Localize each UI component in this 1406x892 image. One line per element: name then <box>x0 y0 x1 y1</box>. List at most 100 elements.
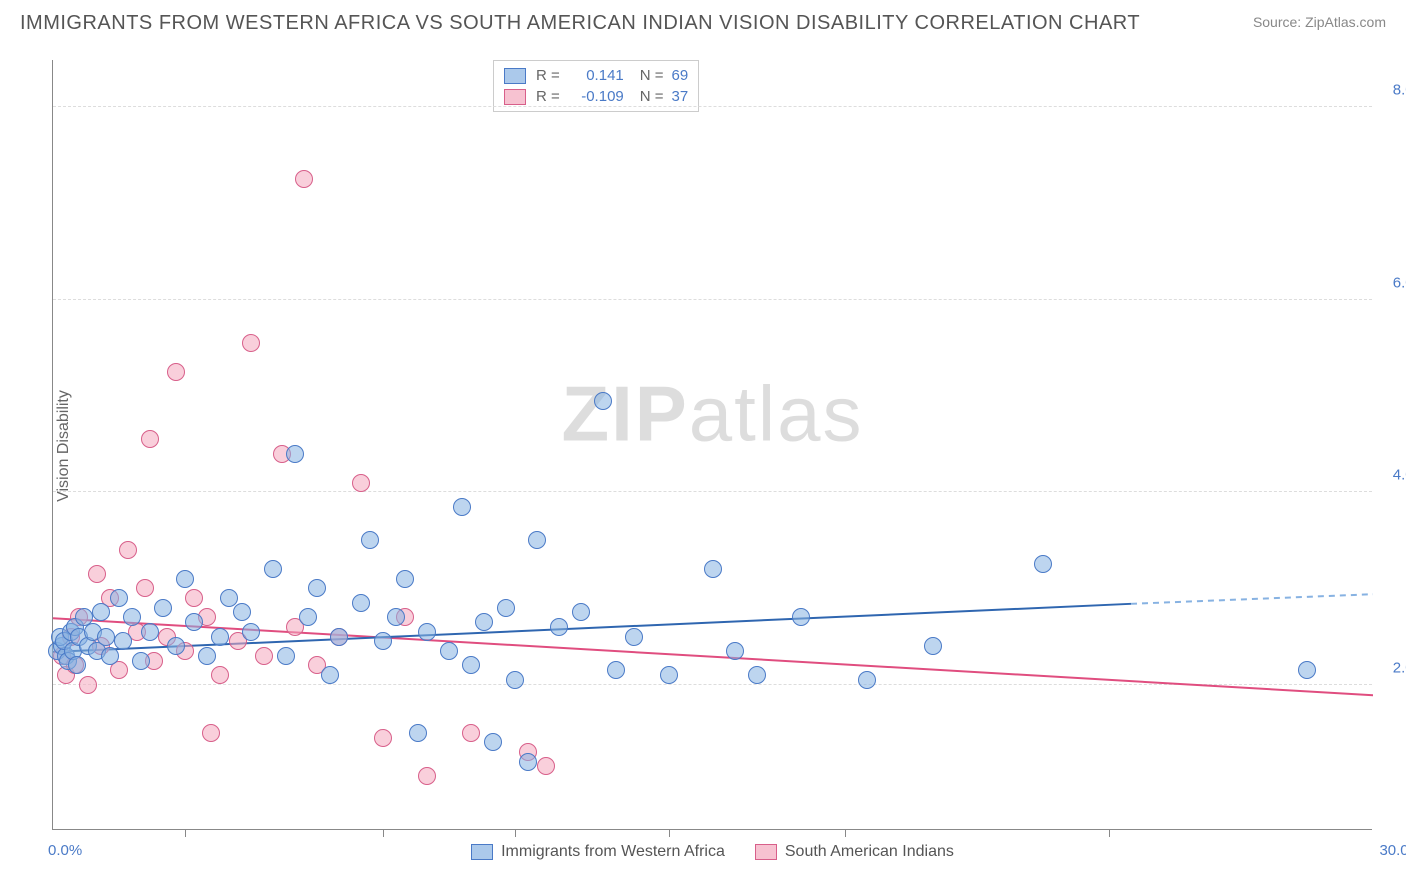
data-point <box>528 531 546 549</box>
data-point <box>277 647 295 665</box>
data-point <box>123 608 141 626</box>
gridline <box>53 299 1372 300</box>
data-point <box>462 724 480 742</box>
legend-item-b: South American Indians <box>755 843 954 861</box>
source-prefix: Source: <box>1253 14 1305 30</box>
data-point <box>132 652 150 670</box>
data-point <box>858 671 876 689</box>
data-point <box>141 623 159 641</box>
data-point <box>119 541 137 559</box>
bottom-legend: Immigrants from Western Africa South Ame… <box>53 843 1372 861</box>
data-point <box>185 589 203 607</box>
data-point <box>462 656 480 674</box>
data-point <box>374 632 392 650</box>
y-tick-label: 6.0% <box>1393 274 1406 291</box>
data-point <box>185 613 203 631</box>
data-point <box>286 445 304 463</box>
data-point <box>409 724 427 742</box>
n-label: N = <box>640 67 664 84</box>
data-point <box>497 599 515 617</box>
legend-row-series-b: R = -0.109 N = 37 <box>494 86 698 107</box>
swatch-series-a <box>504 68 526 84</box>
correlation-legend: R = 0.141 N = 69 R = -0.109 N = 37 <box>493 60 699 112</box>
data-point <box>572 603 590 621</box>
r-label: R = <box>536 67 560 84</box>
x-max-label: 30.0% <box>1379 842 1406 859</box>
swatch-a-bottom <box>471 844 493 860</box>
data-point <box>211 628 229 646</box>
data-point <box>92 603 110 621</box>
data-point <box>264 560 282 578</box>
y-tick-label: 2.0% <box>1393 659 1406 676</box>
data-point <box>484 733 502 751</box>
data-point <box>387 608 405 626</box>
data-point <box>537 757 555 775</box>
data-point <box>440 642 458 660</box>
data-point <box>202 724 220 742</box>
chart-frame: IMMIGRANTS FROM WESTERN AFRICA VS SOUTH … <box>0 0 1406 892</box>
data-point <box>1034 555 1052 573</box>
r-value-b: -0.109 <box>564 88 624 105</box>
data-point <box>792 608 810 626</box>
data-point <box>1298 661 1316 679</box>
data-point <box>299 608 317 626</box>
r-value-a: 0.141 <box>564 67 624 84</box>
x-tick <box>669 829 670 837</box>
data-point <box>607 661 625 679</box>
data-point <box>308 579 326 597</box>
data-point <box>374 729 392 747</box>
data-point <box>167 637 185 655</box>
x-tick <box>383 829 384 837</box>
data-point <box>167 363 185 381</box>
watermark: ZIPatlas <box>561 368 863 459</box>
data-point <box>242 334 260 352</box>
swatch-series-b <box>504 89 526 105</box>
plot-area: ZIPatlas R = 0.141 N = 69 R = -0.109 N =… <box>52 60 1372 830</box>
data-point <box>352 474 370 492</box>
data-point <box>506 671 524 689</box>
gridline <box>53 106 1372 107</box>
data-point <box>726 642 744 660</box>
data-point <box>418 623 436 641</box>
data-point <box>101 647 119 665</box>
data-point <box>550 618 568 636</box>
data-point <box>625 628 643 646</box>
data-point <box>110 589 128 607</box>
series-a-label: Immigrants from Western Africa <box>501 843 725 861</box>
gridline <box>53 684 1372 685</box>
source-name: ZipAtlas.com <box>1305 14 1386 30</box>
x-tick <box>845 829 846 837</box>
y-tick-label: 8.0% <box>1393 82 1406 99</box>
y-tick-label: 4.0% <box>1393 467 1406 484</box>
data-point <box>79 676 97 694</box>
data-point <box>233 603 251 621</box>
data-point <box>594 392 612 410</box>
x-tick <box>185 829 186 837</box>
data-point <box>295 170 313 188</box>
source-attribution: Source: ZipAtlas.com <box>1253 14 1386 30</box>
legend-row-series-a: R = 0.141 N = 69 <box>494 65 698 86</box>
data-point <box>352 594 370 612</box>
legend-item-a: Immigrants from Western Africa <box>471 843 725 861</box>
data-point <box>255 647 273 665</box>
data-point <box>176 570 194 588</box>
data-point <box>396 570 414 588</box>
data-point <box>330 628 348 646</box>
n-label-b: N = <box>640 88 664 105</box>
data-point <box>361 531 379 549</box>
n-value-b: 37 <box>672 88 689 105</box>
data-point <box>519 753 537 771</box>
data-point <box>453 498 471 516</box>
data-point <box>418 767 436 785</box>
chart-title: IMMIGRANTS FROM WESTERN AFRICA VS SOUTH … <box>20 12 1140 35</box>
n-value-a: 69 <box>672 67 689 84</box>
swatch-b-bottom <box>755 844 777 860</box>
data-point <box>242 623 260 641</box>
gridline <box>53 491 1372 492</box>
data-point <box>211 666 229 684</box>
data-point <box>88 565 106 583</box>
trend-lines <box>53 60 1373 830</box>
data-point <box>321 666 339 684</box>
data-point <box>141 430 159 448</box>
data-point <box>97 628 115 646</box>
